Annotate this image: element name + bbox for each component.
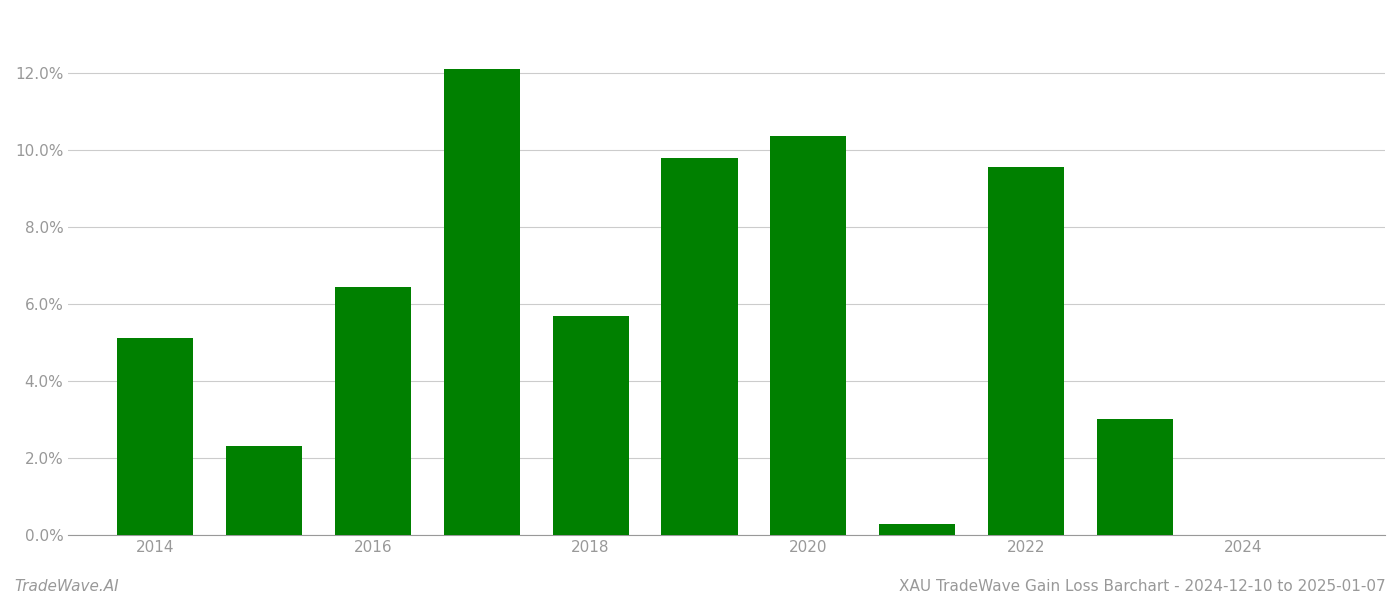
Bar <box>553 316 629 535</box>
Text: TradeWave.AI: TradeWave.AI <box>14 579 119 594</box>
Bar <box>444 69 519 535</box>
Bar <box>118 338 193 535</box>
Bar <box>770 136 847 535</box>
Bar <box>661 158 738 535</box>
Bar <box>225 446 302 535</box>
Bar <box>879 524 955 535</box>
Text: XAU TradeWave Gain Loss Barchart - 2024-12-10 to 2025-01-07: XAU TradeWave Gain Loss Barchart - 2024-… <box>899 579 1386 594</box>
Bar <box>988 167 1064 535</box>
Bar <box>335 287 412 535</box>
Bar <box>1096 419 1173 535</box>
